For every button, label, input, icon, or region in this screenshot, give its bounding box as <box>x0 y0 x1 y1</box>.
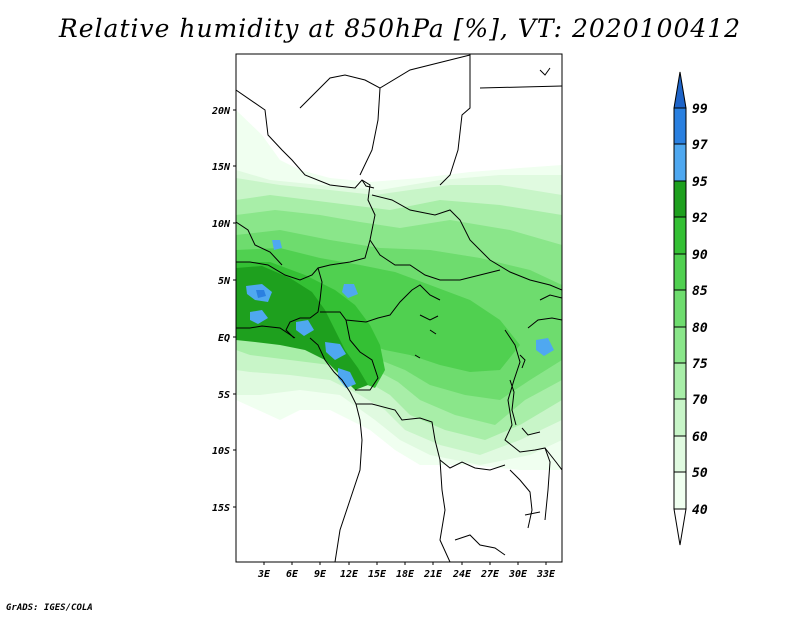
colorbar-label: 60 <box>692 430 708 445</box>
colorbar-seg-70-75 <box>673 362 687 400</box>
colorbar-seg-95-97 <box>673 143 687 182</box>
colorbar-seg-50-60 <box>673 435 687 473</box>
colorbar-label: 50 <box>692 466 708 481</box>
colorbar-seg-92-95 <box>673 180 687 218</box>
colorbar-label: 90 <box>692 248 708 263</box>
colorbar-label: 80 <box>692 321 708 336</box>
colorbar-label: 97 <box>692 138 708 153</box>
lon-label: 33E <box>536 569 556 580</box>
lat-label: 20N <box>211 106 231 117</box>
lat-label: 10S <box>212 446 230 457</box>
colorbar-label: 92 <box>692 211 708 226</box>
longitude-labels: 3E 6E 9E 12E 15E 18E 21E 24E 27E 30E 33E <box>257 569 556 580</box>
colorbar-seg-60-70 <box>673 398 687 437</box>
colorbar-seg-97-99 <box>673 107 687 145</box>
rh-97-99-patch <box>256 290 266 298</box>
lon-label: 21E <box>423 569 443 580</box>
colorbar-seg-40-50 <box>673 471 687 510</box>
lon-label: 24E <box>452 569 472 580</box>
lon-label: 27E <box>480 569 500 580</box>
colorbar-label: 95 <box>692 175 708 190</box>
lat-label: 5S <box>218 390 230 401</box>
colorbar-seg-75-80 <box>673 326 687 364</box>
map-title: Relative humidity at 850hPa [%], VT: 202… <box>58 14 742 43</box>
lon-label: 30E <box>508 569 528 580</box>
map-frame <box>235 53 563 563</box>
lon-label: 18E <box>396 569 415 580</box>
lon-label: 9E <box>314 569 327 580</box>
colorbar <box>673 71 687 546</box>
lon-label: 12E <box>340 569 359 580</box>
lat-label: 5N <box>218 276 231 287</box>
colorbar-label: 75 <box>692 357 708 372</box>
colorbar-seg-90-92 <box>673 216 687 255</box>
rh-95-97-patch-2 <box>250 310 268 324</box>
rh-95-97-patch-8 <box>536 338 554 356</box>
colorbar-label: 99 <box>692 102 708 117</box>
latitude-labels: 20N 15N 10N 5N EQ 5S 10S 15S <box>211 106 231 514</box>
boundaries <box>236 54 562 562</box>
lon-label: 6E <box>286 569 299 580</box>
colorbar-label: 85 <box>692 284 708 299</box>
longitude-ticks <box>263 562 547 565</box>
lon-label: 3E <box>257 569 271 580</box>
lon-label: 15E <box>368 569 387 580</box>
colorbar-bottom-arrow <box>673 508 687 546</box>
latitude-ticks <box>233 109 236 508</box>
colorbar-labels: 99 97 95 92 90 85 80 75 70 60 50 40 <box>692 102 708 518</box>
rh-95-97-patch-6 <box>342 284 358 298</box>
lat-label: 15N <box>212 162 231 173</box>
lat-label: 15S <box>212 503 230 514</box>
lat-label: EQ <box>218 333 230 344</box>
rh-95-97-patch-3 <box>296 320 314 336</box>
colorbar-seg-80-85 <box>673 289 687 328</box>
rh-95-97-patch-5 <box>338 368 356 388</box>
colorbar-top-arrow <box>673 71 687 109</box>
colorbar-label: 70 <box>692 393 708 408</box>
humidity-field <box>236 110 562 470</box>
rh-95-97-patch-4 <box>325 342 346 360</box>
lat-label: 10N <box>212 219 231 230</box>
rh-95-97-patch-7 <box>272 240 282 250</box>
software-credit: GrADS: IGES/COLA <box>6 603 93 613</box>
colorbar-seg-85-90 <box>673 253 687 291</box>
colorbar-label: 40 <box>692 503 708 518</box>
